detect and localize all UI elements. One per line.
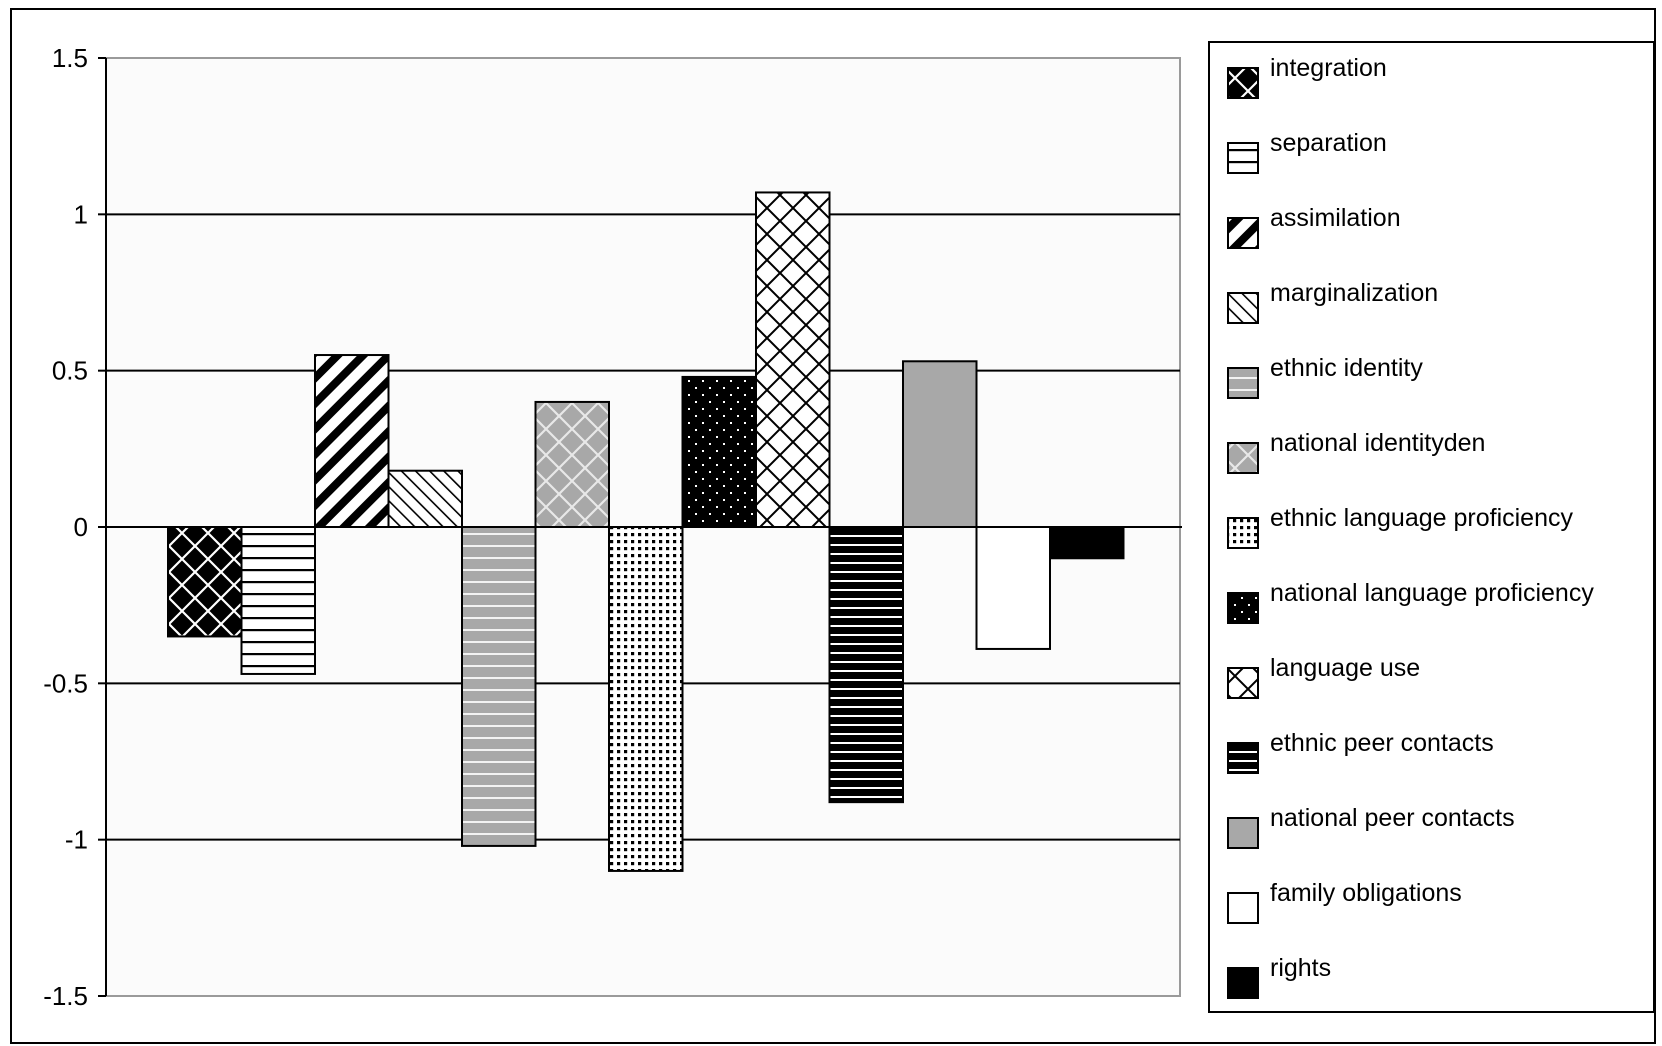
y-tick-label: -1.5 [43, 981, 88, 1011]
legend-swatch [1227, 367, 1259, 399]
y-tick-label: -0.5 [43, 668, 88, 698]
legend-label: marginalization [1270, 279, 1438, 307]
legend-label: language use [1270, 654, 1420, 682]
legend: integration separation assimilation margina… [1227, 54, 1594, 999]
y-tick-label: 1 [74, 199, 88, 229]
legend-swatch [1227, 142, 1259, 174]
legend-swatch [1227, 667, 1259, 699]
y-tick-label: 1.5 [52, 43, 88, 73]
bar-national-peer-contacts [902, 360, 978, 528]
legend-swatch [1227, 817, 1259, 849]
bar-assimilation [314, 354, 390, 528]
bar-language-use [755, 191, 831, 529]
legend-label: national language proficiency [1270, 579, 1594, 607]
bar-marginalization [387, 469, 463, 528]
legend-label: rights [1270, 954, 1331, 982]
legend-swatch [1227, 67, 1259, 99]
legend-swatch [1227, 592, 1259, 624]
legend-swatch [1227, 217, 1259, 249]
legend-label: integration [1270, 54, 1387, 82]
bar-national-language-proficiency [681, 375, 757, 529]
legend-label: national peer contacts [1270, 804, 1515, 832]
legend-swatch [1227, 517, 1259, 549]
legend-swatch [1227, 967, 1259, 999]
bar-separation [240, 526, 316, 675]
legend-label: national identityden [1270, 429, 1485, 457]
bar-integration [167, 526, 243, 638]
legend-label: separation [1270, 129, 1387, 157]
bar-national-identityden [534, 400, 610, 528]
y-axis: 1.5 1 0.5 0 -0.5 -1 -1.5 [43, 43, 107, 1011]
bar-family-obligations [975, 526, 1051, 650]
legend-swatch [1227, 892, 1259, 924]
y-tick-label: -1 [65, 825, 88, 855]
legend-swatch [1227, 292, 1259, 324]
bar-ethnic-identity [461, 526, 537, 847]
legend-label: family obligations [1270, 879, 1462, 907]
y-tick-label: 0.5 [52, 356, 88, 386]
bars [167, 191, 1125, 872]
bar-rights [1049, 526, 1125, 560]
y-tick-label: 0 [74, 512, 88, 542]
legend-label: ethnic peer contacts [1270, 729, 1494, 757]
legend-label: ethnic language proficiency [1270, 504, 1573, 532]
legend-label: ethnic identity [1270, 354, 1423, 382]
bar-ethnic-peer-contacts [828, 526, 904, 804]
legend-box [1208, 41, 1655, 1013]
bar-ethnic-language-proficiency [608, 526, 684, 872]
legend-label: assimilation [1270, 204, 1401, 232]
legend-swatch [1227, 742, 1259, 774]
legend-swatch [1227, 442, 1259, 474]
